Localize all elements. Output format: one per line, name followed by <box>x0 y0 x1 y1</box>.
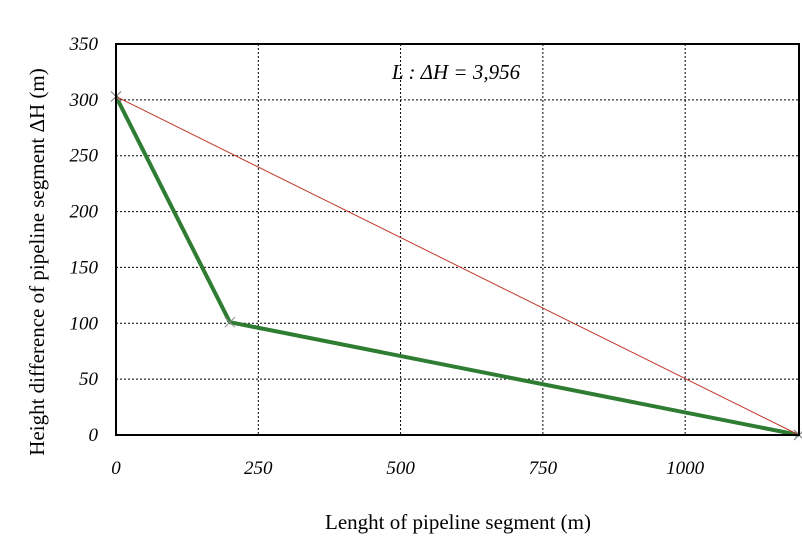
x-tick-label: 250 <box>244 458 273 479</box>
x-tick-label: 0 <box>111 458 121 479</box>
x-tick-label: 1000 <box>666 458 705 479</box>
y-tick-label: 300 <box>69 90 99 111</box>
y-tick-label: 250 <box>70 146 99 167</box>
plot-frame <box>115 43 800 436</box>
y-tick-label: 100 <box>70 313 99 334</box>
y-tick-label: 200 <box>70 202 99 223</box>
y-tick-labels: 0 50 100 150 200 250 300 350 <box>69 34 99 446</box>
grid-lines <box>116 44 799 435</box>
y-tick-label: 50 <box>79 369 99 390</box>
data-point-marker <box>224 316 236 328</box>
x-axis-title: Lenght of pipeline segment (m) <box>325 510 591 534</box>
y-axis-title: Height difference of pipeline segment ΔH… <box>25 68 49 456</box>
y-tick-label: 150 <box>70 257 99 278</box>
x-tick-label: 750 <box>529 458 558 479</box>
series-line <box>115 96 800 436</box>
ratio-annotation: L : ΔH = 3,956 <box>391 60 521 84</box>
y-tick-label: 350 <box>69 34 99 55</box>
series-lines <box>114 95 800 437</box>
y-tick-label: 0 <box>89 425 99 446</box>
x-tick-labels: 0 250 500 750 1000 <box>111 458 704 479</box>
x-tick-label: 500 <box>386 458 415 479</box>
